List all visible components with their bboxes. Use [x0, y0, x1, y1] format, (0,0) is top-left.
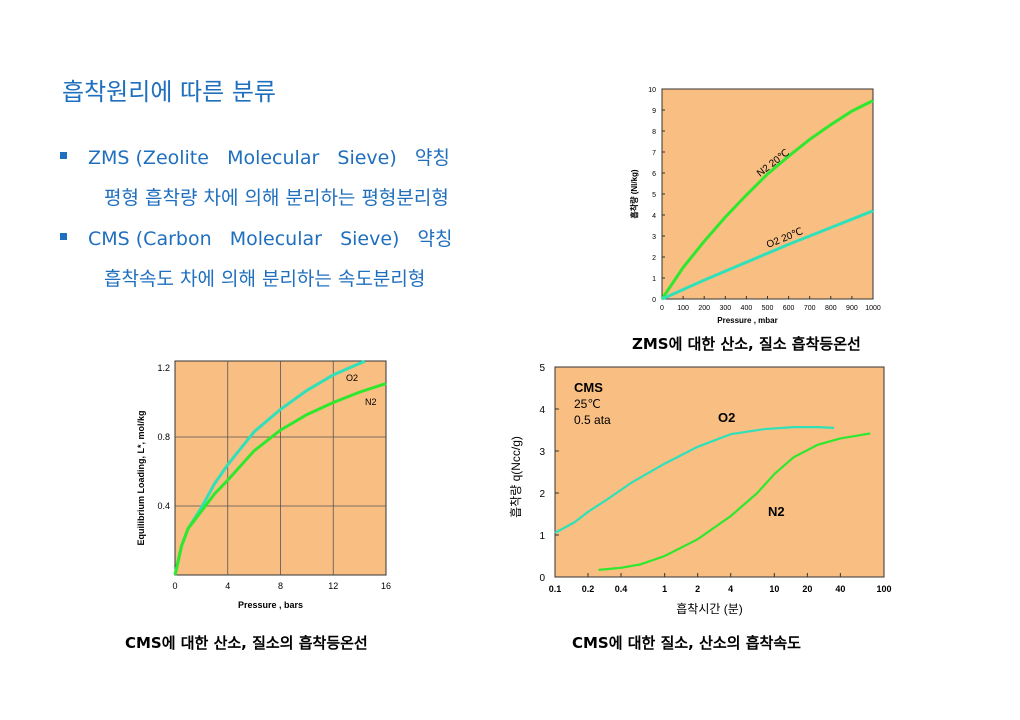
- x-tick-label: 20: [802, 584, 812, 594]
- x-tick-label: 40: [835, 584, 845, 594]
- x-tick-label: 0: [660, 305, 664, 312]
- y-tick-label: 10: [648, 87, 656, 94]
- cms-isotherm-caption: CMS에 대한 산소, 질소의 흡착등온선: [125, 634, 368, 652]
- y-axis-label: 흡착량 (Nl/kg): [629, 169, 639, 219]
- x-tick-label: 100: [677, 305, 689, 312]
- bullet-zms-detail: 평형 흡착량 차에 의해 분리하는 평형분리형: [104, 187, 449, 209]
- x-axis-label: Pressure , bars: [238, 600, 303, 610]
- series-line-o2: [661, 209, 874, 301]
- x-axis-label: Pressure , mbar: [717, 316, 777, 325]
- y-tick-label: 8: [652, 129, 656, 136]
- plot-area: [554, 366, 885, 578]
- y-tick-label: 0: [652, 297, 656, 304]
- x-tick-label: 12: [328, 581, 338, 591]
- x-tick-label: 16: [381, 581, 391, 591]
- series-label-n2: N2: [768, 504, 785, 519]
- x-tick-label: 2: [695, 584, 700, 594]
- x-tick-label: 1: [662, 584, 667, 594]
- x-tick-label: 200: [698, 305, 710, 312]
- y-tick-label: 1: [539, 531, 545, 542]
- x-tick-label: 0: [172, 581, 177, 591]
- y-tick-label: 3: [539, 447, 545, 458]
- bullet-cms: CMS (Carbon Molecular Sieve) 약칭: [88, 228, 453, 250]
- slide-title: 흡착원리에 따른 분류: [62, 78, 276, 106]
- x-tick-label: 700: [804, 305, 816, 312]
- series-label-o2: O2: [718, 410, 735, 425]
- x-tick-label: 800: [825, 305, 837, 312]
- series-line-n2: [598, 432, 871, 571]
- y-tick-label: 0.4: [157, 501, 170, 511]
- y-tick-label: 5: [539, 363, 545, 374]
- y-tick-label: 3: [652, 234, 656, 241]
- x-tick-label: 0.1: [549, 584, 562, 594]
- y-tick-label: 1: [652, 276, 656, 283]
- y-tick-label: 4: [652, 213, 656, 220]
- bullet-marker-1: [60, 152, 67, 159]
- bullet-zms: ZMS (Zeolite Molecular Sieve) 약칭: [88, 147, 450, 169]
- y-axis-label: Equilibrium Loading, L*, mol/kg: [136, 411, 146, 546]
- x-tick-label: 0.4: [615, 584, 628, 594]
- x-tick-label: 4: [728, 584, 733, 594]
- cms-rate-caption: CMS에 대한 질소, 산소의 흡착속도: [572, 634, 801, 652]
- x-axis-label: 흡착시간 (분): [676, 602, 743, 616]
- series-label-o2: O2: [346, 373, 358, 383]
- x-tick-label: 8: [278, 581, 283, 591]
- x-tick-label: 400: [741, 305, 753, 312]
- y-tick-label: 1.2: [157, 363, 170, 373]
- zms-isotherm-chart: 0 100 200 300 400 500 600 700 800 900 1000 0 1 2 3 4 5 6 7…: [629, 87, 881, 325]
- zms-chart-caption: ZMS에 대한 산소, 질소 흡착등온선: [632, 335, 861, 353]
- y-tick-label: 0: [539, 573, 545, 584]
- y-tick-label: 2: [652, 255, 656, 262]
- cms-isotherm-chart: 0 4 8 12 16 0.4 0.8 1.2 Pressure , bars Equilibri…: [136, 359, 391, 610]
- series-line-n2: [660, 99, 874, 300]
- x-tick-label: 0.2: [582, 584, 595, 594]
- y-tick-label: 4: [539, 405, 545, 416]
- bullet-marker-2: [60, 233, 67, 240]
- chart-annotation-line: CMS: [574, 380, 603, 395]
- x-tick-label: 4: [225, 581, 230, 591]
- x-tick-label: 100: [876, 584, 891, 594]
- chart-annotation-line: 25℃: [574, 397, 601, 411]
- cms-rate-chart: 0.1 0.2 0.4 1 2 4 10 20 40 100 0 1 2 3 4 5 흡착시간 (분) 흡착량 q…: [509, 363, 892, 616]
- plot-area: [661, 88, 874, 300]
- y-tick-label: 7: [652, 150, 656, 157]
- series-label-n2: N2: [365, 397, 377, 407]
- x-tick-label: 1000: [865, 305, 881, 312]
- y-tick-label: 9: [652, 108, 656, 115]
- y-axis-label: 흡착량 q(Ncc/g): [509, 436, 523, 518]
- y-tick-label: 2: [539, 489, 545, 500]
- series-line-o2: [554, 426, 835, 534]
- chart-annotation-line: 0.5 ata: [574, 413, 611, 427]
- y-tick-label: 6: [652, 171, 656, 178]
- x-tick-label: 300: [719, 305, 731, 312]
- y-tick-label: 5: [652, 192, 656, 199]
- x-tick-label: 600: [783, 305, 795, 312]
- x-tick-label: 10: [769, 584, 779, 594]
- bullet-cms-detail: 흡착속도 차에 의해 분리하는 속도분리형: [104, 268, 426, 290]
- y-tick-label: 0.8: [157, 432, 170, 442]
- series-line-n2: [173, 382, 387, 576]
- x-tick-label: 500: [762, 305, 774, 312]
- x-tick-label: 900: [846, 305, 858, 312]
